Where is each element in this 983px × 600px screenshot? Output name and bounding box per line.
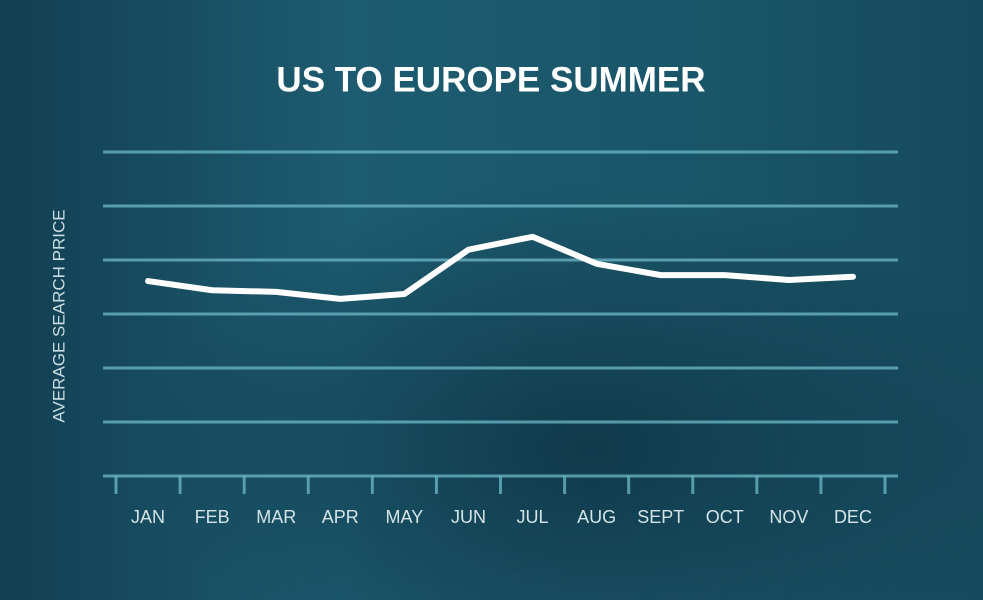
x-tick-label: SEPT [637, 507, 684, 527]
x-tick-label: OCT [706, 507, 744, 527]
x-tick-label: APR [322, 507, 359, 527]
x-tick-label: MAR [256, 507, 296, 527]
x-tick-label: JUL [517, 507, 549, 527]
x-tick-label: NOV [769, 507, 808, 527]
y-axis-label: AVERAGE SEARCH PRICE [49, 209, 68, 422]
x-tick-label: JAN [131, 507, 165, 527]
x-tick-label: FEB [195, 507, 230, 527]
chart-title: US TO EUROPE SUMMER [276, 60, 705, 99]
x-tick-label: JUN [451, 507, 486, 527]
x-tick-label: AUG [577, 507, 616, 527]
line-series [145, 233, 856, 302]
x-tick-label: MAY [386, 507, 424, 527]
x-tick-label: DEC [834, 507, 872, 527]
